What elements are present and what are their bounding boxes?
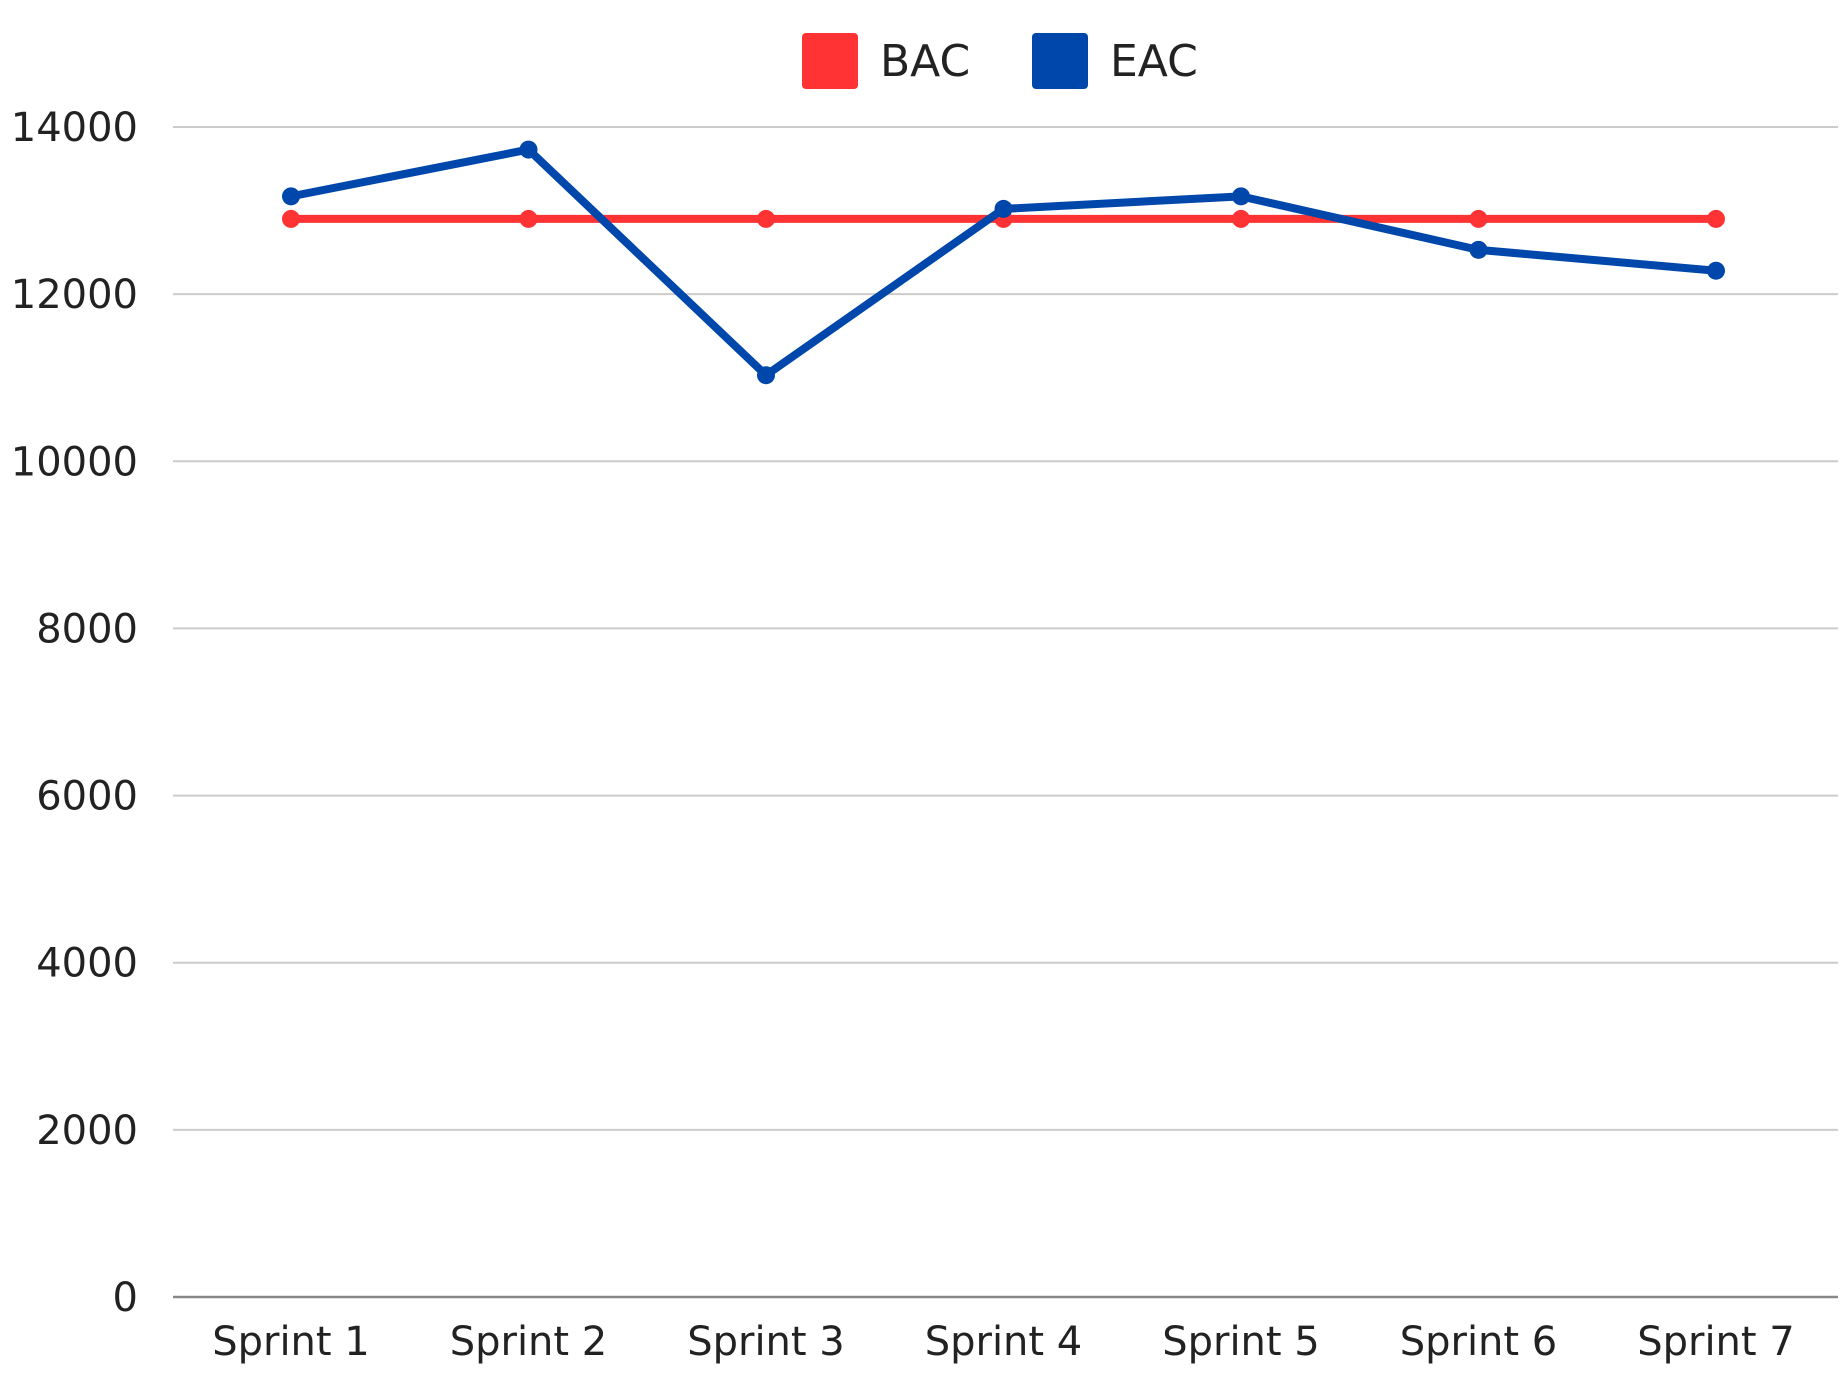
gridlines [173, 126, 1838, 1299]
legend-label: BAC [880, 36, 970, 87]
x-tick-label: Sprint 2 [450, 1319, 608, 1365]
x-tick-label: Sprint 5 [1162, 1319, 1320, 1365]
data-point-bac [282, 209, 300, 228]
data-point-eac [757, 366, 775, 385]
legend-item-bac: BAC [802, 33, 970, 89]
legend-label: EAC [1110, 36, 1198, 87]
y-tick-label: 6000 [36, 774, 138, 820]
data-point-eac [1469, 240, 1488, 259]
series-line-eac [287, 145, 1720, 380]
data-point-bac [1707, 209, 1725, 228]
data-point-bac [519, 209, 538, 228]
x-tick-label: Sprint 6 [1400, 1319, 1558, 1365]
x-axis-tick-labels: Sprint 1 Sprint 2 Sprint 3 Sprint 4 Sprint 5… [212, 1319, 1795, 1365]
x-tick-label: Sprint 4 [925, 1319, 1083, 1365]
y-axis-tick-labels: 0 2000 4000 6000 8000 10000 12000 14000 [11, 105, 138, 1321]
x-tick-label: Sprint 3 [687, 1319, 845, 1365]
data-point-eac [519, 140, 538, 159]
legend-swatch [802, 33, 858, 89]
y-tick-label: 8000 [36, 606, 138, 652]
y-tick-label: 10000 [11, 439, 138, 485]
y-tick-label: 14000 [11, 105, 138, 151]
y-tick-label: 0 [113, 1275, 138, 1321]
y-tick-label: 2000 [36, 1108, 138, 1154]
series-lines [282, 140, 1725, 385]
data-point-bac [1469, 209, 1488, 228]
data-point-bac [757, 209, 775, 228]
data-point-bac [1232, 209, 1250, 228]
x-tick-label: Sprint 1 [212, 1319, 370, 1365]
series-bac [282, 209, 1725, 228]
x-tick-label: Sprint 7 [1637, 1319, 1795, 1365]
data-point-eac [1707, 261, 1725, 280]
legend-swatch [1032, 33, 1088, 89]
y-tick-label: 12000 [11, 272, 138, 318]
data-point-eac [282, 187, 300, 206]
legend: BAC EAC [802, 33, 1198, 89]
legend-item-eac: EAC [1032, 33, 1198, 89]
data-point-eac [1232, 187, 1250, 206]
y-tick-label: 4000 [36, 941, 138, 987]
series-eac [282, 140, 1725, 385]
data-point-eac [994, 199, 1013, 218]
